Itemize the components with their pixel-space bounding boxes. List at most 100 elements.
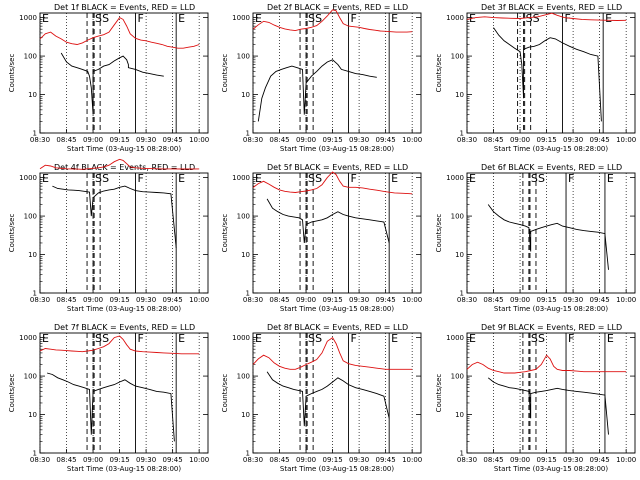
x-tick-label: 09:30 (349, 296, 369, 304)
series-line-lld (252, 171, 413, 195)
plot-frame (39, 332, 209, 454)
y-tick-label: 10 (455, 411, 464, 419)
marker-label-e: E (255, 172, 262, 185)
x-tick-label: 09:45 (590, 136, 610, 144)
marker-label-e: E (42, 12, 49, 25)
series-line-events (266, 198, 390, 244)
panel-title: Det 8f BLACK = Events, RED = LLD (267, 323, 408, 332)
y-tick-label: 1 (246, 450, 250, 458)
x-axis-label: Start Time (03-Aug-15 08:28:00) (494, 305, 608, 313)
panel-title: Det 4f BLACK = Events, RED = LLD (54, 163, 195, 172)
y-tick-label: 1000 (446, 174, 464, 182)
marker-label-e: E (178, 172, 185, 185)
plot-frame (466, 172, 636, 294)
marker-label-s: S (538, 172, 545, 185)
x-tick-label: 09:00 (83, 456, 103, 464)
series-line-events (52, 185, 177, 248)
x-axis-label: Start Time (03-Aug-15 08:28:00) (67, 465, 181, 473)
marker-label-f: F (137, 332, 143, 345)
series-line-lld (39, 335, 200, 355)
marker-label-s: S (308, 332, 315, 345)
series-line-events (487, 377, 609, 435)
x-tick-label: 09:45 (376, 296, 396, 304)
x-tick-label: 09:45 (376, 136, 396, 144)
x-tick-label: 09:45 (376, 456, 396, 464)
x-tick-label: 09:30 (563, 456, 583, 464)
y-tick-label: 1000 (19, 14, 37, 22)
plot-frame (466, 12, 636, 134)
x-tick-label: 10:00 (189, 456, 209, 464)
y-tick-label: 10 (28, 411, 37, 419)
panel-det-1f: Det 1f BLACK = Events, RED = LLD 08:30 08:… (8, 3, 209, 153)
marker-label-f: F (568, 332, 574, 345)
plot-frame (39, 172, 209, 294)
x-tick-label: 10:00 (402, 296, 422, 304)
y-tick-label: 100 (451, 373, 464, 381)
x-tick-label: 08:45 (269, 136, 289, 144)
marker-label-f: F (137, 172, 143, 185)
y-tick-label: 1 (460, 290, 464, 298)
x-axis-label: Start Time (03-Aug-15 08:28:00) (67, 145, 181, 153)
x-tick-label: 09:00 (510, 456, 530, 464)
y-tick-label: 100 (451, 213, 464, 221)
plot-frame (39, 12, 209, 134)
x-tick-label: 09:30 (136, 456, 156, 464)
y-tick-label: 1000 (19, 334, 37, 342)
y-tick-label: 10 (241, 91, 250, 99)
marker-label-s: S (102, 12, 109, 25)
panel-title: Det 9f BLACK = Events, RED = LLD (481, 323, 622, 332)
y-tick-label: 100 (24, 373, 37, 381)
x-axis-label: Start Time (03-Aug-15 08:28:00) (280, 145, 394, 153)
x-tick-label: 10:00 (616, 136, 636, 144)
y-tick-label: 10 (28, 251, 37, 259)
marker-label-s: S (315, 332, 322, 345)
panel-title: Det 2f BLACK = Events, RED = LLD (267, 3, 408, 12)
series-line-lld (39, 17, 200, 49)
panel-det-6f: Det 6f BLACK = Events, RED = LLD 08:30 08:… (435, 163, 636, 313)
marker-label-f: F (564, 12, 570, 25)
panel-title: Det 3f BLACK = Events, RED = LLD (481, 3, 622, 12)
x-tick-label: 10:00 (189, 296, 209, 304)
plot-frame (252, 172, 422, 294)
panel-det-8f: Det 8f BLACK = Events, RED = LLD 08:30 08:… (221, 323, 422, 473)
x-tick-label: 08:45 (56, 296, 76, 304)
x-axis-label: Start Time (03-Aug-15 08:28:00) (494, 465, 608, 473)
marker-label-e: E (255, 12, 262, 25)
x-tick-label: 08:30 (243, 296, 263, 304)
panel-title: Det 5f BLACK = Events, RED = LLD (267, 163, 408, 172)
x-tick-label: 09:30 (563, 136, 583, 144)
marker-label-s: S (315, 172, 322, 185)
panel-det-2f: Det 2f BLACK = Events, RED = LLD 08:30 08:… (221, 3, 422, 153)
marker-label-s: S (531, 172, 538, 185)
series-line-lld (466, 12, 627, 21)
x-tick-label: 09:15 (322, 456, 342, 464)
y-tick-label: 1 (246, 290, 250, 298)
x-tick-label: 09:15 (109, 296, 129, 304)
x-tick-label: 09:15 (536, 456, 556, 464)
marker-label-f: F (350, 12, 356, 25)
marker-label-e: E (42, 172, 49, 185)
series-line-lld (39, 158, 200, 170)
series-line-events (266, 371, 390, 427)
panel-det-4f: Det 4f BLACK = Events, RED = LLD 08:30 08:… (8, 158, 209, 313)
x-tick-label: 08:30 (30, 296, 50, 304)
x-tick-label: 09:45 (163, 136, 183, 144)
panel-det-5f: Det 5f BLACK = Events, RED = LLD 08:30 08:… (221, 163, 422, 313)
marker-label-s: S (526, 12, 533, 25)
x-tick-label: 09:45 (163, 296, 183, 304)
marker-label-e: E (391, 332, 398, 345)
x-tick-label: 09:45 (590, 456, 610, 464)
x-tick-label: 08:30 (30, 456, 50, 464)
x-tick-label: 09:15 (109, 456, 129, 464)
x-tick-label: 09:45 (590, 296, 610, 304)
x-tick-label: 09:00 (83, 136, 103, 144)
y-tick-label: 1 (33, 290, 37, 298)
marker-label-e: E (607, 172, 614, 185)
x-axis-label: Start Time (03-Aug-15 08:28:00) (280, 465, 394, 473)
y-tick-label: 1000 (446, 14, 464, 22)
plot-frame (252, 332, 422, 454)
x-tick-label: 08:45 (269, 456, 289, 464)
y-axis-label: Counts/sec (221, 374, 229, 413)
x-tick-label: 08:30 (243, 456, 263, 464)
